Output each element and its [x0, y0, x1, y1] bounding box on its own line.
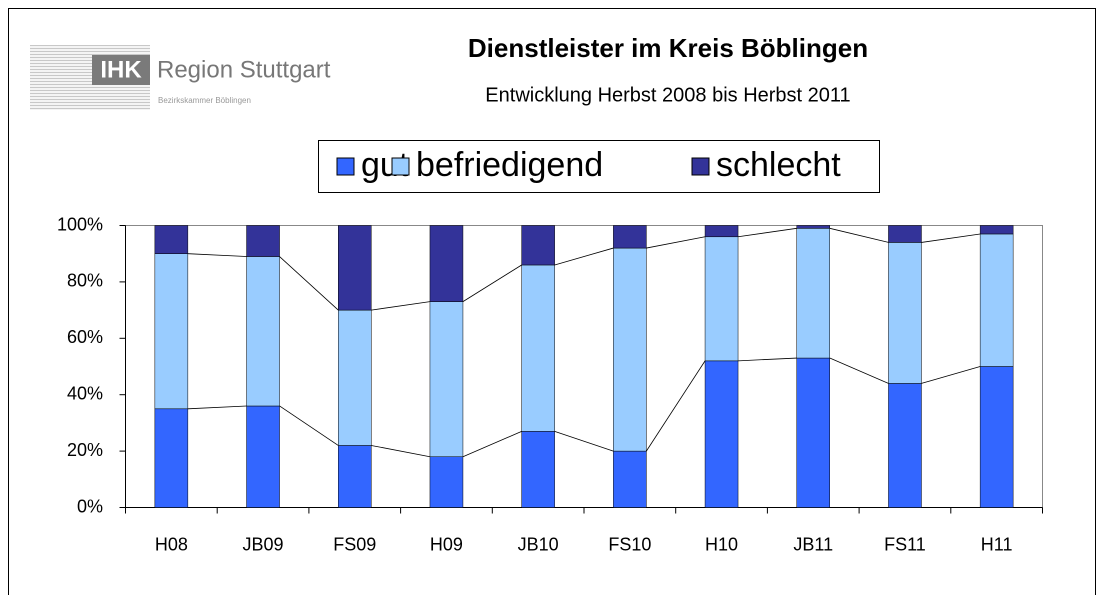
series-line [187, 253, 247, 257]
legend-swatch [691, 157, 710, 176]
bar-segment [979, 225, 1014, 235]
bar-segment [613, 225, 647, 249]
series-line [646, 236, 706, 249]
x-tick-label: H08 [155, 534, 188, 554]
series-line [371, 301, 431, 311]
legend-swatch [336, 157, 355, 176]
series-line [737, 227, 797, 238]
x-tick-label: H10 [705, 534, 738, 554]
y-tick-label: 60% [67, 327, 103, 347]
series-line [738, 357, 797, 362]
logo-sub: Bezirkskammer Böblingen [158, 96, 251, 105]
bar-segment [154, 225, 189, 254]
bar-segment [338, 309, 372, 446]
x-tick-label: H09 [430, 534, 463, 554]
y-tick-label: 0% [77, 496, 103, 516]
bar-segment [246, 225, 280, 257]
bar-segment [154, 253, 189, 410]
bar-segment [704, 236, 739, 362]
bar-segment [338, 225, 372, 311]
bar-segment [888, 225, 922, 243]
logo-box [92, 55, 150, 85]
y-tick-label: 100% [57, 214, 103, 234]
bar-segment [979, 366, 1014, 508]
bar-segment [888, 383, 922, 508]
bar-segment [796, 228, 830, 359]
series-line [554, 247, 614, 266]
x-tick-label: H11 [981, 534, 1013, 554]
series-line [279, 405, 339, 446]
series-line [921, 233, 981, 243]
logo-name: Region Stuttgart [157, 56, 331, 83]
bar-segment [338, 445, 372, 508]
series-line [462, 264, 522, 302]
series-line [371, 445, 431, 458]
bar-segment [246, 256, 280, 407]
bar-segment [704, 360, 739, 508]
x-tick-label: JB10 [518, 534, 559, 554]
series-line [921, 366, 981, 384]
bar-segment [521, 225, 555, 266]
logo-mark: IHK [100, 56, 142, 83]
chart-title: Dienstleister im Kreis Böblingen [468, 33, 868, 63]
series-line [646, 360, 706, 452]
x-tick-label: FS10 [608, 534, 651, 554]
bar-segment [429, 301, 464, 457]
series-line [829, 357, 889, 384]
legend-label: schlecht [716, 146, 841, 184]
x-tick-label: JB11 [793, 534, 833, 554]
series-line [829, 227, 889, 243]
bar-segment [429, 225, 464, 302]
bar-segment [704, 225, 739, 238]
series-line [554, 430, 614, 452]
bar-segment [521, 264, 555, 432]
bar-segment [429, 456, 464, 508]
series-line [462, 430, 522, 458]
bar-segment [613, 247, 647, 452]
bar-segment [979, 233, 1014, 367]
legend-label: befriedigend [416, 146, 603, 184]
bar-segment [613, 450, 647, 508]
chart-subtitle: Entwicklung Herbst 2008 bis Herbst 2011 [485, 84, 850, 106]
bar-segment [888, 242, 922, 384]
y-tick-label: 40% [67, 383, 103, 403]
bar-segment [796, 357, 830, 508]
x-tick-label: FS09 [333, 534, 376, 554]
x-tick-label: JB09 [243, 534, 284, 554]
x-tick-label: FS11 [884, 534, 926, 554]
y-tick-label: 20% [67, 440, 103, 460]
series-line [279, 256, 339, 311]
legend-swatch [391, 157, 410, 176]
series-line [187, 405, 247, 410]
bar-segment [796, 225, 830, 229]
bar-segment [246, 405, 280, 508]
bar-segment [521, 431, 555, 508]
y-tick-label: 80% [67, 271, 103, 291]
bar-segment [154, 408, 189, 508]
legend-box [318, 140, 880, 193]
